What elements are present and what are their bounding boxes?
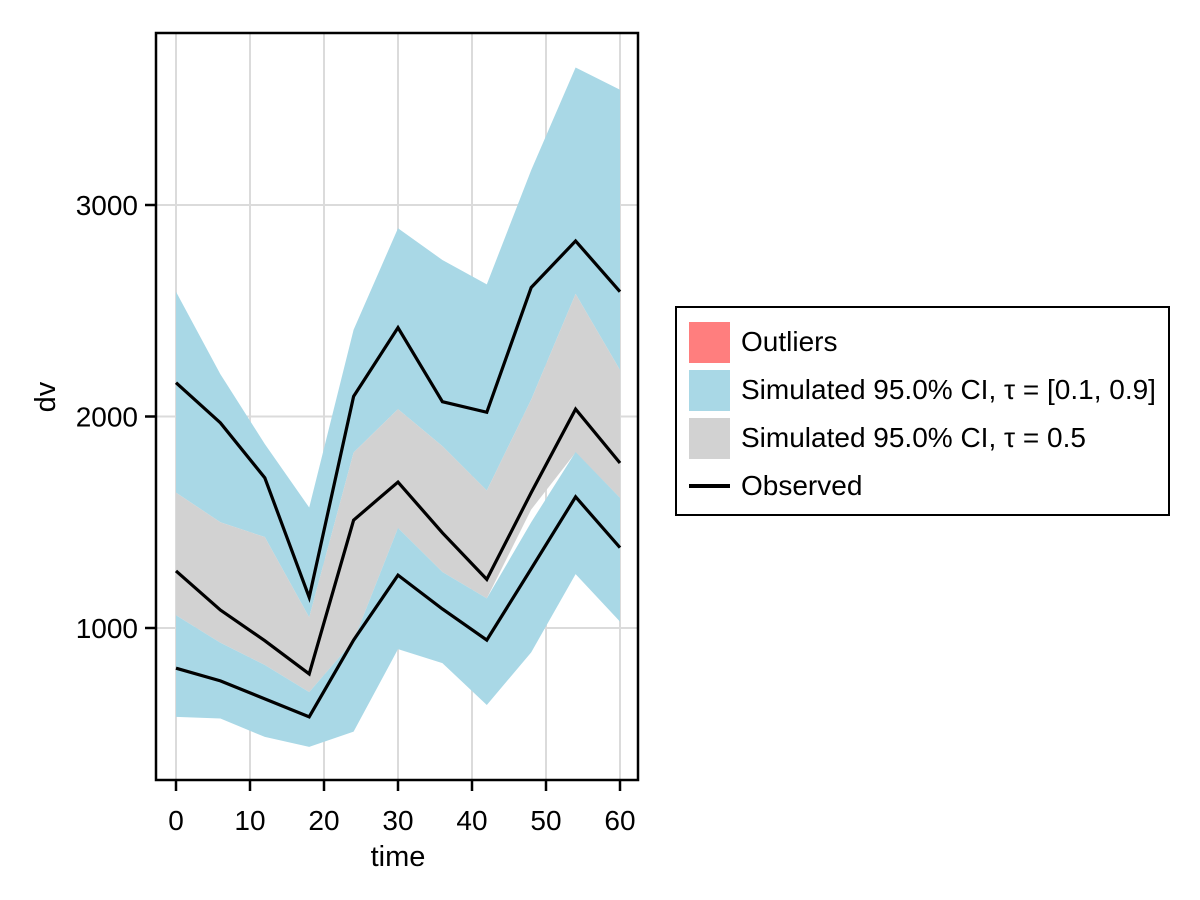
legend: Outliers Simulated 95.0% CI, τ = [0.1, 0… <box>675 306 1170 516</box>
simulated-ci-tau-01-09-lower-band <box>176 452 620 747</box>
y-tick-label: 1000 <box>76 613 138 644</box>
legend-label-ci-median: Simulated 95.0% CI, τ = 0.5 <box>741 422 1086 453</box>
observed-10th-percentile <box>175 494 622 719</box>
x-axis-title: time <box>371 841 426 873</box>
x-tick-label: 50 <box>530 805 561 836</box>
y-tick-label: 3000 <box>76 190 138 221</box>
legend-item-observed: Observed <box>689 462 1168 510</box>
legend-label-ci-quantiles: Simulated 95.0% CI, τ = [0.1, 0.9] <box>741 374 1156 405</box>
ci-quantiles-swatch <box>689 369 730 411</box>
y-axis-title: dv <box>30 381 62 412</box>
simulated-ci-tau-01-09-upper-band <box>176 67 620 618</box>
x-tick-label: 0 <box>168 805 184 836</box>
plot-border <box>154 31 640 782</box>
x-tick-label: 30 <box>382 805 413 836</box>
legend-label-outliers: Outliers <box>741 326 838 357</box>
observed-median <box>174 406 622 677</box>
observed-90th-percentile <box>174 238 622 603</box>
y-tick-label: 2000 <box>76 402 138 433</box>
simulated-ci-tau-05-band <box>176 293 620 693</box>
x-tick-label: 20 <box>308 805 339 836</box>
legend-item-outliers: Outliers <box>689 318 1168 366</box>
observed-line-swatch <box>689 484 730 488</box>
ci-median-swatch <box>689 417 730 459</box>
legend-item-ci-median: Simulated 95.0% CI, τ = 0.5 <box>689 414 1168 462</box>
x-tick-label: 60 <box>604 805 635 836</box>
x-tick-label: 10 <box>234 805 265 836</box>
x-tick-label: 40 <box>456 805 487 836</box>
legend-label-observed: Observed <box>741 470 863 501</box>
legend-item-ci-quantiles: Simulated 95.0% CI, τ = [0.1, 0.9] <box>689 366 1168 414</box>
outliers-swatch <box>689 321 730 363</box>
